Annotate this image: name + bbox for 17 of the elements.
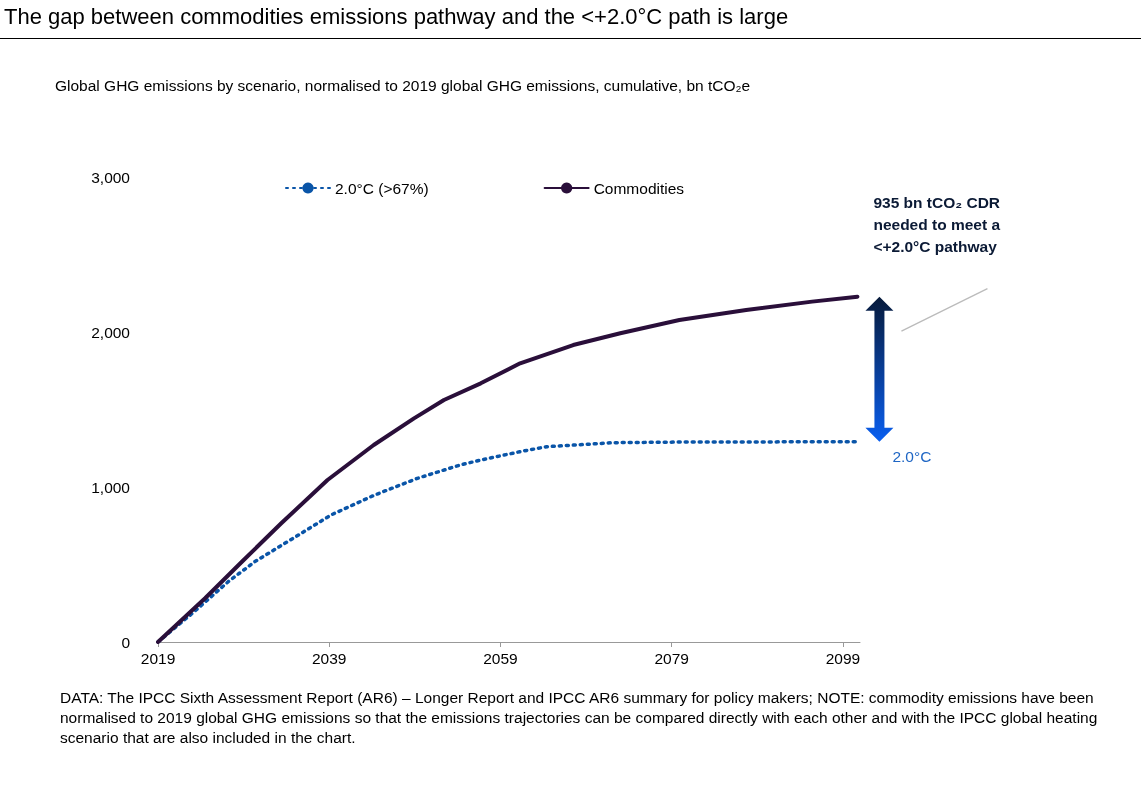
y-tick-label: 0 [121, 633, 131, 651]
x-tick-label: 2099 [825, 649, 861, 667]
line-series [156, 294, 860, 644]
y-tick-label: 1,000 [91, 478, 131, 496]
text: 935 bn tCO₂ CDR needed to meet a <+2.0°C pathway [873, 192, 1002, 257]
x-tick-label: 2039 [311, 649, 347, 667]
chart-subtitle: Global GHG emissions by scenario, normalised to 2019 global GHG emissions, cumulative, bn tCO₂e [55, 77, 751, 95]
annotation: 2.0°C [892, 447, 932, 466]
x-tick-label: 2019 [140, 649, 176, 667]
legend-label: 2.0°C (>67%) [335, 179, 429, 197]
text: DATA: The IPCC Sixth Assessment Report (AR6) – Longer Report and IPCC AR6 summary for policy makers; NOTE: commodity emissions have been normalised to 2019 global GHG emissions so that the emissions trajectories can be compared directly with each other and with the IPCC global heating scenario that are also included in the chart. [60, 688, 1099, 748]
y-tick-label: 3,000 [91, 168, 131, 186]
x-tick-label: 2059 [483, 649, 518, 667]
legend-label: Commodities [593, 179, 685, 197]
y-tick-label: 2,000 [91, 323, 131, 341]
chart-title: The gap between commodities emissions pathway and the <+2.0°C path is large [4, 4, 789, 30]
x-tick-label: 2079 [654, 649, 689, 667]
